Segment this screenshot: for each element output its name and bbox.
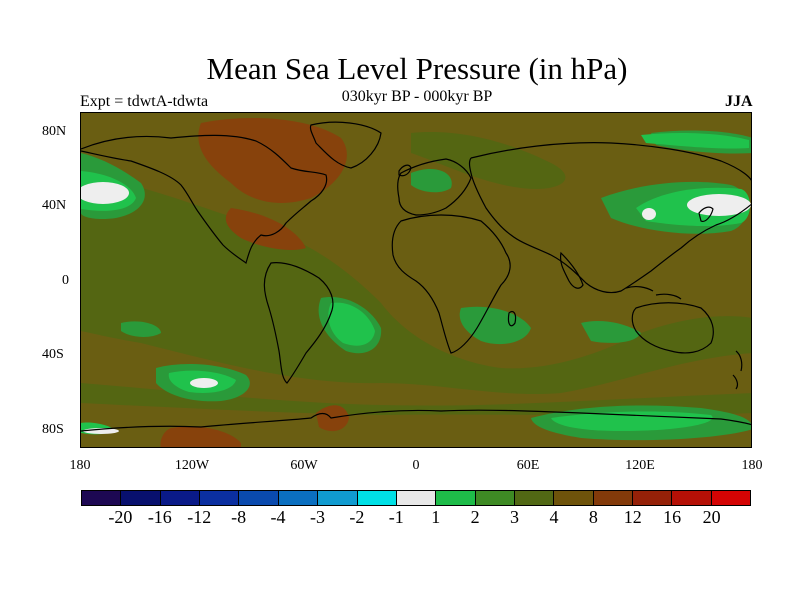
y-tick-label: 0	[62, 273, 69, 288]
colorbar-box	[278, 491, 319, 505]
colorbar-label: -8	[231, 507, 247, 527]
colorbar-label: 3	[510, 507, 520, 527]
colorbar-label: -4	[270, 507, 286, 527]
colorbar-box	[672, 491, 712, 505]
colorbar-label: -1	[388, 507, 404, 527]
colorbar-label: 16	[663, 507, 682, 527]
colorbar-box	[633, 491, 673, 505]
colorbar-label: 12	[623, 507, 642, 527]
colorbar-label: -16	[147, 507, 172, 527]
colorbar-box	[711, 491, 751, 505]
colorbar-box	[396, 491, 437, 505]
colorbar-label: -2	[349, 507, 365, 527]
x-tick-label: 60W	[290, 458, 318, 473]
colorbar-label: 20	[702, 507, 721, 527]
x-tick-label: 120W	[174, 458, 210, 473]
colorbar-label: 4	[549, 507, 559, 527]
colorbar-label: 8	[588, 507, 598, 527]
white-regions	[81, 182, 751, 434]
colorbar-label: 1	[431, 507, 441, 527]
y-tick-label: 40N	[42, 198, 67, 213]
colorbar-box	[160, 491, 201, 505]
x-tick-label: 180	[69, 458, 91, 473]
colorbar-box	[318, 491, 358, 505]
y-tick-label: 80N	[42, 124, 67, 139]
colorbar-box	[82, 491, 122, 505]
experiment-label: Expt = tdwtA-tdwta	[80, 93, 209, 110]
colorbar-box	[239, 491, 279, 505]
colorbar-box	[200, 491, 240, 505]
colorbar-box	[121, 491, 161, 505]
map-canvas	[81, 113, 751, 447]
coastlines	[81, 121, 751, 432]
x-tick-label: 120E	[625, 458, 655, 473]
colorbar-box	[554, 491, 594, 505]
colorbar-box	[514, 491, 555, 505]
colorbar-label: -12	[187, 507, 212, 527]
colorbar-box	[593, 491, 634, 505]
x-tick-label: 0	[412, 458, 420, 473]
season-label: JJA	[725, 93, 753, 110]
colorbar-label: -20	[108, 507, 133, 527]
x-tick-label: 60E	[516, 458, 540, 473]
colorbar-box	[357, 491, 397, 505]
y-tick-label: 80S	[42, 422, 64, 437]
y-tick-label: 40S	[42, 347, 64, 362]
colorbar-box	[436, 491, 476, 505]
x-tick-label: 180	[741, 458, 763, 473]
colorbar-label: -3	[309, 507, 325, 527]
map-subtitle: 030kyr BP - 000kyr BP	[341, 88, 493, 105]
map-title: Mean Sea Level Pressure (in hPa)	[206, 51, 628, 86]
colorbar	[81, 490, 751, 506]
colorbar-box	[475, 491, 515, 505]
colorbar-label: 2	[470, 507, 480, 527]
pressure-map	[80, 112, 752, 448]
